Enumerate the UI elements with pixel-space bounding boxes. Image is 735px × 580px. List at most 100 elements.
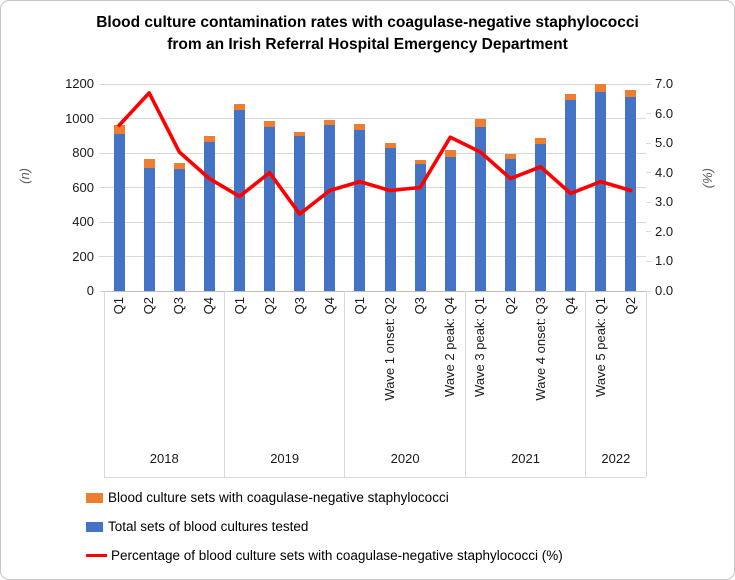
legend-swatch-red-line [86,554,107,557]
legend-swatch-orange [86,492,103,503]
x-axis-quarter-label: Q4 [200,297,218,314]
year-label: 2019 [270,451,300,466]
left-axis-tick [99,118,104,119]
chart-title-line1: Blood culture contamination rates with c… [96,14,639,31]
right-axis-tick-label: 6.0 [655,105,674,121]
right-axis-tick-label: 3.0 [655,194,674,210]
year-separator [223,291,225,477]
x-axis-quarter-label-text: Q3 [412,297,428,315]
x-axis-quarter-label: Q3 [170,297,188,314]
right-axis-tick-label: 5.0 [655,135,674,151]
x-axis-line [104,290,646,292]
bar-cons-segment [264,120,276,128]
year-separator [103,291,105,477]
x-axis-quarter-label: Q1 [110,297,128,314]
bar-total-tested [143,167,155,291]
year-separator [344,291,346,477]
legend-item-percentage: Percentage of blood culture sets with co… [86,541,563,570]
bar-cons-segment [505,154,516,160]
left-axis-tick [99,290,104,292]
x-axis-quarter-label: Q4 [321,297,339,314]
bar-total-tested [414,164,426,291]
x-axis-quarter-label-text: Q2 [622,297,638,315]
right-axis-tick-label: 2.0 [655,223,674,239]
bar-cons-segment [324,119,336,126]
bar-total-tested [264,127,276,291]
gridline [104,83,646,85]
x-axis-quarter-label-text: Q2 [141,297,157,315]
year-separator [645,291,647,477]
x-axis-quarter-label: Q1 [351,297,369,314]
x-axis-quarter-label: Q3 [411,297,429,314]
x-axis-quarter-label: Q2 [140,297,158,314]
right-axis-tick-label: 4.0 [655,164,674,180]
left-axis-tick-label: 200 [72,248,94,264]
bar-total-tested [354,129,366,291]
axis-bottom-rule [104,476,646,478]
year-label: 2022 [601,451,631,466]
x-axis-quarter-label: Wave 3 peak: Q1 [471,297,489,397]
legend-swatch-blue [86,521,103,532]
left-axis-tick-label: 0 [86,283,94,298]
bar-cons-segment [535,138,547,145]
x-axis-quarter-label-text: Wave 1 onset: Q2 [382,297,398,401]
bar-total-tested [113,134,125,291]
bar-cons-segment [143,159,155,168]
left-axis-tick-label: 1000 [65,110,94,126]
x-axis-quarter-label-text: Wave 3 peak: Q1 [472,297,488,397]
legend-label-percentage: Percentage of blood culture sets with co… [111,548,563,563]
x-axis-quarter-label-text: Wave 4 onset: Q3 [532,297,548,401]
left-axis-tick [99,152,104,154]
bar-cons-segment [203,136,215,142]
x-axis-quarter-label-text: Q4 [201,297,217,315]
right-axis-unit-label: (%) [700,168,715,189]
left-axis-tick-label: 600 [72,179,94,195]
left-axis-tick [99,187,104,188]
left-axis-tick [99,83,104,85]
bar-total-tested [474,127,486,291]
year-label: 2018 [149,451,179,466]
bar-total-tested [294,135,306,291]
x-axis-quarter-label-text: Q4 [562,297,578,315]
x-axis-quarter-label-text: Q3 [291,297,307,315]
right-axis-tick-label: 0.0 [655,283,674,298]
year-separator [585,291,587,477]
left-axis-tick [99,221,104,223]
bar-cons-segment [444,150,456,158]
x-axis-quarter-label: Q2 [502,297,520,314]
x-axis-quarter-label: Q3 [291,297,309,314]
bar-total-tested [505,159,516,291]
year-label: 2020 [390,451,420,466]
x-axis-quarter-label-text: Q1 [111,297,127,315]
bar-total-tested [535,144,547,291]
left-axis-tick-label: 800 [72,145,94,160]
legend: Blood culture sets with coagulase-negati… [86,483,563,570]
left-axis-tick-label: 400 [72,214,94,229]
x-axis-quarter-label: Wave 4 onset: Q3 [532,297,550,401]
bar-cons-segment [474,119,486,128]
legend-item-total-sets: Total sets of blood cultures tested [86,512,563,541]
x-axis-quarter-label-text: Q4 [321,297,337,315]
x-axis-quarter-label-text: Q1 [351,297,367,315]
bar-total-tested [203,141,215,291]
bar-cons-segment [565,94,577,101]
right-axis-tick [646,231,651,233]
right-axis-tick [646,113,651,115]
x-axis-quarter-label: Q4 [562,297,580,314]
left-axis-unit-label: (n) [17,168,32,184]
bar-cons-segment [414,159,426,165]
bar-total-tested [565,100,577,291]
bar-cons-segment [294,131,306,136]
x-axis-quarter-label-text: Wave 5 peak: Q1 [592,297,608,397]
x-axis-quarter-label: Wave 1 onset: Q2 [381,297,399,401]
bar-cons-segment [625,90,637,97]
right-axis-tick [646,172,651,174]
legend-item-cons-sets: Blood culture sets with coagulase-negati… [86,483,563,512]
left-axis-tick-label: 1200 [65,76,94,91]
year-separator [464,291,466,477]
x-axis-quarter-label: Q2 [261,297,279,314]
x-axis-quarter-label-text: Wave 2 peak: Q4 [442,297,458,397]
right-axis-tick [646,260,651,262]
bar-total-tested [595,91,607,291]
bar-total-tested [234,109,245,291]
